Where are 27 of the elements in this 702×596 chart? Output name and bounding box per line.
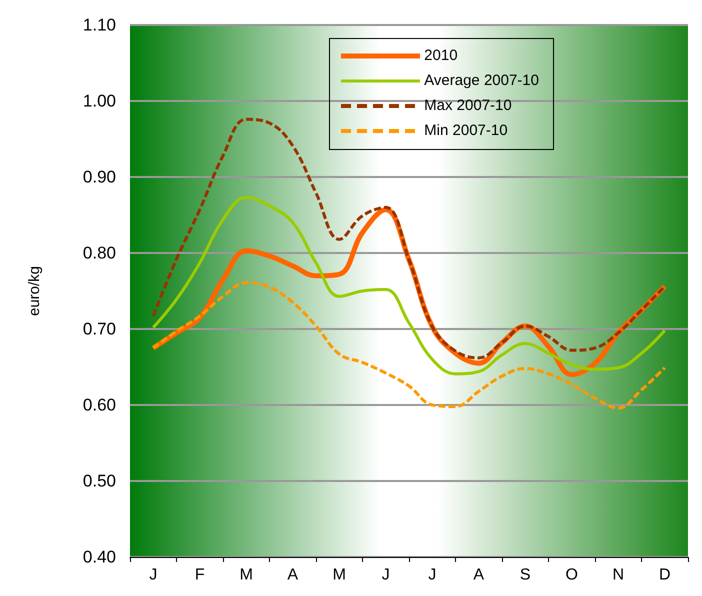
y-tick-label: 0.70 bbox=[82, 320, 116, 338]
y-tick-label: 1.10 bbox=[82, 16, 116, 34]
x-tick-label: M bbox=[240, 566, 253, 584]
legend-label: Min 2007-10 bbox=[424, 122, 508, 139]
y-tick-label: 1.00 bbox=[82, 92, 116, 110]
x-tick-label: N bbox=[612, 566, 624, 584]
y-tick-label: 0.90 bbox=[82, 168, 116, 186]
y-axis-title: euro/kg bbox=[26, 266, 43, 316]
x-tick-label: A bbox=[473, 566, 484, 584]
x-tick-label: F bbox=[194, 566, 205, 584]
x-tick-label: D bbox=[658, 566, 671, 584]
legend-label: Max 2007-10 bbox=[424, 97, 512, 114]
y-tick-label: 0.60 bbox=[82, 396, 116, 414]
x-tick-label: S bbox=[520, 566, 531, 584]
y-tick-label: 0.50 bbox=[82, 472, 116, 490]
y-tick-label: 0.40 bbox=[82, 548, 116, 566]
x-tick-label: J bbox=[382, 566, 390, 584]
x-tick-label: M bbox=[332, 566, 346, 584]
legend-label: 2010 bbox=[424, 47, 458, 64]
x-tick-label: J bbox=[149, 566, 158, 584]
y-tick-label: 0.80 bbox=[82, 244, 116, 262]
x-tick-label: A bbox=[287, 566, 298, 584]
x-tick-label: O bbox=[566, 566, 578, 584]
legend-label: Average 2007-10 bbox=[424, 72, 539, 89]
line-series bbox=[152, 118, 666, 360]
line-series bbox=[152, 281, 666, 410]
x-tick-label: J bbox=[428, 566, 436, 584]
